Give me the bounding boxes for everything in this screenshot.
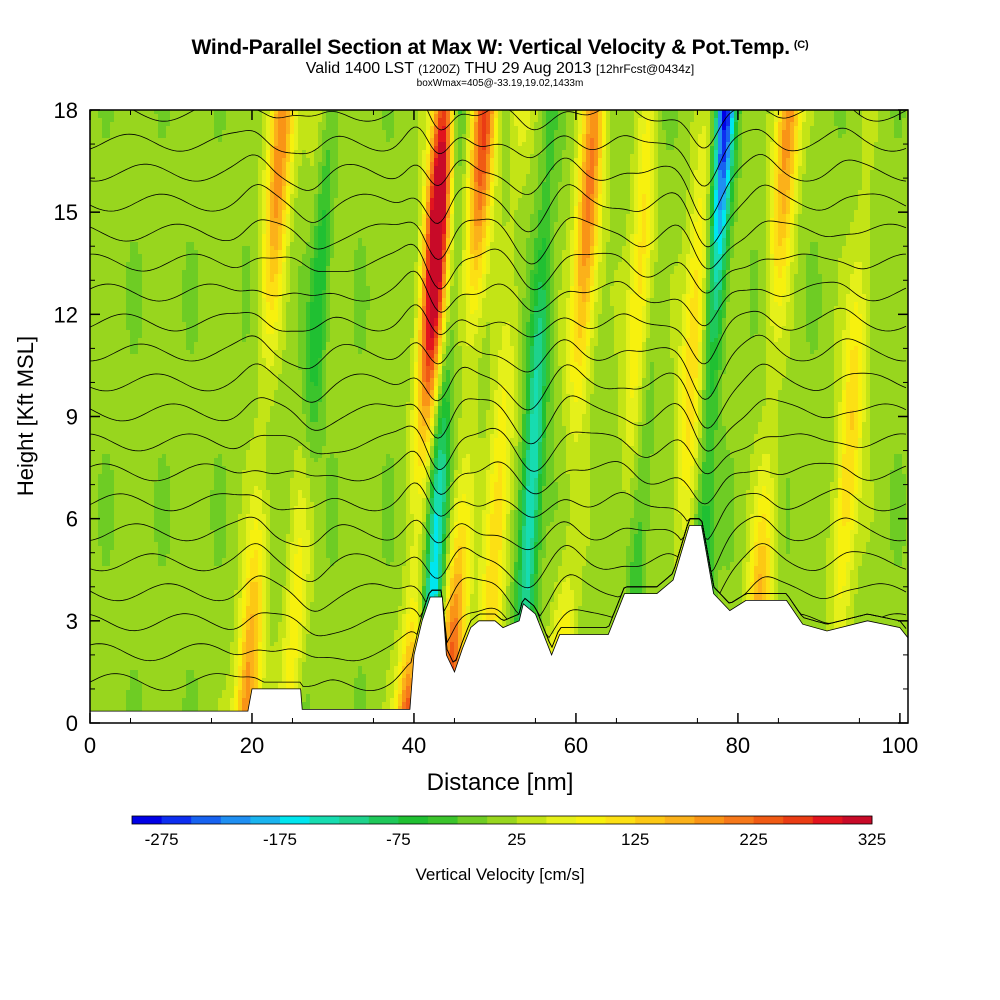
y-tick-label: 9 (66, 405, 78, 430)
theta-contour (90, 216, 907, 270)
colorbar-tick-label: 225 (739, 830, 767, 849)
theta-contour (90, 154, 907, 221)
colorbar-swatch (220, 816, 251, 824)
theta-contour (90, 518, 907, 644)
colorbar-swatch (191, 816, 222, 824)
x-axis-label: Distance [nm] (427, 769, 574, 796)
x-tick-label: 60 (564, 733, 588, 758)
colorbar-swatch (576, 816, 606, 824)
theta-contour (90, 334, 907, 400)
colorbar-swatch (635, 816, 666, 824)
y-tick-label: 18 (54, 98, 78, 123)
colorbar-swatch (753, 816, 784, 824)
theta-contour (90, 450, 907, 505)
colorbar-tick-label: -75 (386, 830, 411, 849)
terrain-mask (90, 525, 908, 723)
boxmax-note: boxWmax=405@-33.19,19.02,1433m (0, 78, 1000, 89)
theta-contour (90, 395, 907, 452)
colorbar-tick-label: 125 (621, 830, 649, 849)
colorbar-swatch (457, 816, 488, 824)
x-tick-label: 20 (240, 733, 264, 758)
x-tick-label: 0 (84, 733, 96, 758)
colorbar-swatch (516, 816, 547, 824)
colorbar-swatch (132, 816, 162, 824)
x-tick-label: 80 (726, 733, 750, 758)
colorbar-tick-label: -175 (263, 830, 297, 849)
colorbar: -275 -175 -75 25 125 225 325 (131, 815, 886, 849)
colorbar-tick-label: 325 (858, 830, 886, 849)
theta-contour (90, 243, 907, 294)
theta-contour (90, 363, 907, 429)
colorbar-swatch (368, 816, 399, 824)
colorbar-frame (131, 815, 873, 825)
y-tick-label: 0 (66, 711, 78, 736)
colorbar-swatch (812, 816, 843, 824)
colorbar-swatch (309, 816, 340, 824)
colorbar-tick-label: -275 (145, 830, 179, 849)
colorbar-tick-label: 25 (507, 830, 526, 849)
x-tick-label: 100 (882, 733, 919, 758)
colorbar-swatch (694, 816, 725, 824)
y-tick-label: 6 (66, 507, 78, 532)
x-tick-label: 40 (402, 733, 426, 758)
colorbar-swatch (724, 816, 754, 824)
colorbar-swatch (250, 816, 281, 824)
theta-contour (90, 482, 907, 540)
theta-contour (90, 518, 907, 594)
colorbar-swatch (339, 816, 370, 824)
copyright-mark: (C) (794, 39, 809, 51)
y-tick-label: 3 (66, 609, 78, 634)
y-axis: 0 3 6 9 12 15 18 (54, 98, 908, 736)
chart-subtitle: Valid 1400 LST (1200Z) THU 29 Aug 2013 [… (0, 60, 1000, 78)
theta-contour (90, 270, 907, 327)
theta-contour (90, 126, 907, 187)
colorbar-swatch (783, 816, 814, 824)
theta-contours (90, 110, 907, 691)
colorbar-swatch (428, 816, 458, 824)
colorbar-swatch (487, 816, 518, 824)
theta-contour (90, 515, 907, 573)
theta-contour (90, 184, 907, 248)
colorbar-swatch (605, 816, 636, 824)
y-axis-label: Height [Kft MSL] (13, 336, 38, 496)
theta-contour (90, 110, 907, 149)
y-tick-label: 15 (54, 200, 78, 225)
y-tick-label: 12 (54, 302, 78, 327)
theta-contour (90, 518, 907, 617)
colorbar-swatch (398, 816, 429, 824)
colorbar-swatch (280, 816, 310, 824)
theta-contour (90, 304, 907, 365)
colorbar-swatch (842, 816, 873, 824)
colorbar-swatch (161, 816, 192, 824)
chart-title: Wind-Parallel Section at Max W: Vertical… (0, 36, 1000, 60)
x-axis: 0 20 40 60 80 100 (84, 110, 918, 758)
colorbar-label: Vertical Velocity [cm/s] (415, 865, 584, 884)
colorbar-swatch (546, 816, 577, 824)
theta-contour (90, 425, 907, 475)
colorbar-swatch (664, 816, 695, 824)
